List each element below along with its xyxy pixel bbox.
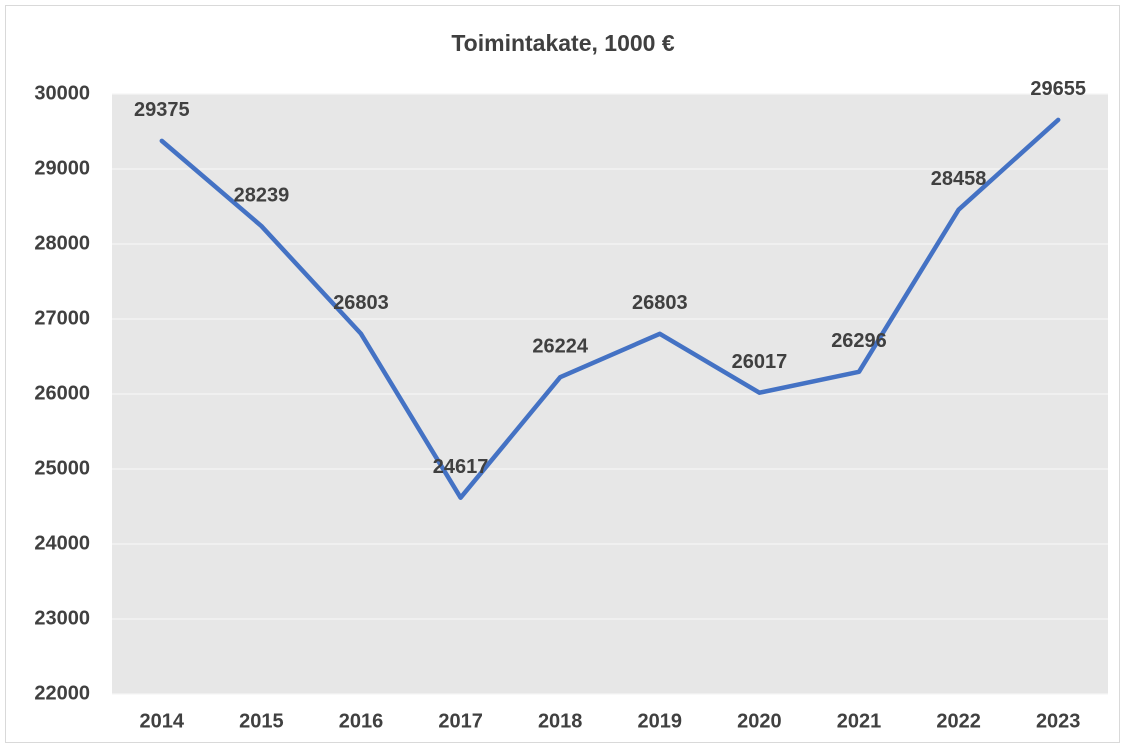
y-tick-label: 26000: [34, 382, 90, 404]
x-tick-label: 2017: [438, 710, 483, 732]
x-tick-label: 2015: [239, 710, 284, 732]
y-tick-label: 29000: [34, 157, 90, 179]
data-label: 26803: [632, 292, 688, 314]
x-tick-label: 2020: [737, 710, 782, 732]
data-label: 28458: [931, 168, 987, 190]
x-tick-label: 2014: [140, 710, 185, 732]
data-label: 24617: [433, 456, 489, 478]
y-tick-label: 30000: [34, 82, 90, 104]
data-label: 26803: [333, 292, 389, 314]
y-tick-label: 27000: [34, 307, 90, 329]
y-tick-label: 22000: [34, 682, 90, 704]
x-tick-label: 2018: [538, 710, 583, 732]
data-label: 26017: [732, 351, 788, 373]
x-tick-label: 2019: [638, 710, 683, 732]
x-tick-label: 2023: [1036, 710, 1081, 732]
x-tick-label: 2016: [339, 710, 384, 732]
data-label: 29655: [1030, 78, 1086, 100]
data-label: 26224: [532, 335, 588, 357]
y-tick-label: 25000: [34, 457, 90, 479]
y-tick-label: 24000: [34, 532, 90, 554]
data-label: 29375: [134, 99, 190, 121]
y-tick-label: 28000: [34, 232, 90, 254]
x-tick-label: 2021: [837, 710, 882, 732]
data-label: 26296: [831, 330, 887, 352]
x-tick-label: 2022: [936, 710, 981, 732]
chart-title: Toimintakate, 1000 €: [451, 30, 674, 56]
y-tick-label: 23000: [34, 607, 90, 629]
line: [159, 117, 1061, 500]
data-label: 28239: [234, 184, 290, 206]
